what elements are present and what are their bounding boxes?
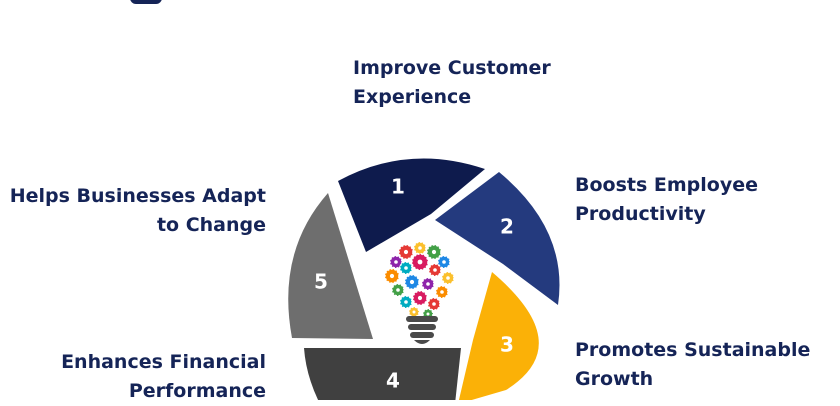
segment-3 (458, 272, 539, 400)
step-1-label: Improve Customer Experience (353, 57, 551, 108)
gear-hub (442, 260, 446, 264)
bulb-base-ring (408, 324, 436, 330)
gear-hub (417, 259, 423, 265)
segment-1-number: 1 (391, 175, 405, 199)
step-5-label: Helps Businesses Adapt to Change (9, 185, 266, 236)
gear-hub (396, 288, 400, 292)
segment-3-number: 3 (500, 333, 514, 357)
gear-hub (404, 300, 408, 304)
segment-5-number: 5 (314, 270, 328, 294)
segment-2-number: 2 (500, 215, 514, 239)
gear-hub (404, 266, 408, 270)
gear-hub (412, 310, 416, 314)
step-3-label: Promotes Sustainable Growth (575, 339, 811, 390)
gear-hub (394, 260, 398, 264)
gear-hub (403, 249, 409, 255)
gear-hub (431, 249, 437, 255)
segment-1 (338, 158, 485, 252)
gear-hub (440, 290, 444, 294)
segment-4-number: 4 (386, 369, 400, 393)
segment-2 (435, 172, 560, 305)
gear-hub (446, 276, 450, 280)
gear-hub (389, 273, 395, 279)
segment-5 (288, 193, 373, 339)
bulb-base-ring (410, 332, 434, 338)
title-fragment (130, 0, 162, 4)
gear-hub (426, 282, 430, 286)
gear-hub (409, 279, 415, 285)
step-2-label: Boosts Employee Productivity (575, 174, 759, 225)
gear-hub (418, 246, 422, 250)
gear-hub (426, 312, 430, 316)
segment-4 (304, 348, 461, 400)
step-4-label: Enhances Financial Performance (61, 351, 266, 402)
lightbulb-gears-icon (384, 241, 455, 344)
gear-hub (432, 302, 436, 306)
bulb-base-tip (414, 340, 430, 344)
gear-hub (433, 268, 437, 272)
bulb-base-ring (406, 316, 438, 322)
gear-hub (417, 295, 423, 301)
